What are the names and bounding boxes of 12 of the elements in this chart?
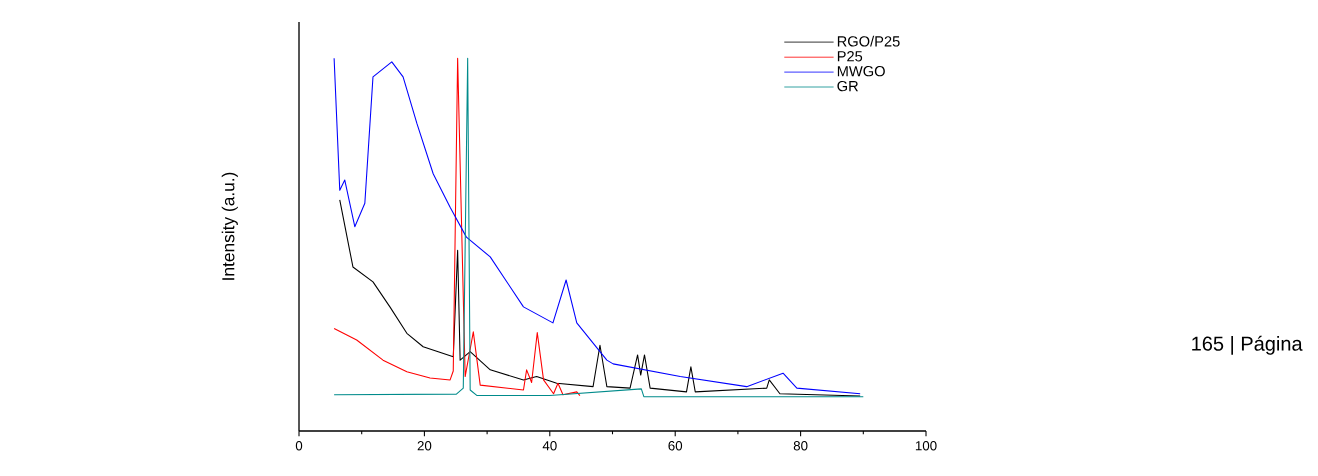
x-tick-label: 0 <box>295 441 303 451</box>
text: 165 | Página <box>1192 335 1303 355</box>
legend-label: P25 <box>837 51 863 62</box>
y-axis-title: Intensity (a.u.) <box>221 172 238 280</box>
legend-label: MWGO <box>837 66 885 77</box>
x-tick-label: 100 <box>915 441 937 451</box>
x-tick-label: 60 <box>668 441 683 451</box>
legend-label: RGO/P25 <box>837 35 900 47</box>
x-tick-label: 40 <box>542 441 557 451</box>
legend-label: GR <box>837 80 859 92</box>
x-tick-label: 20 <box>417 441 432 451</box>
x-tick-label: 80 <box>793 441 808 451</box>
